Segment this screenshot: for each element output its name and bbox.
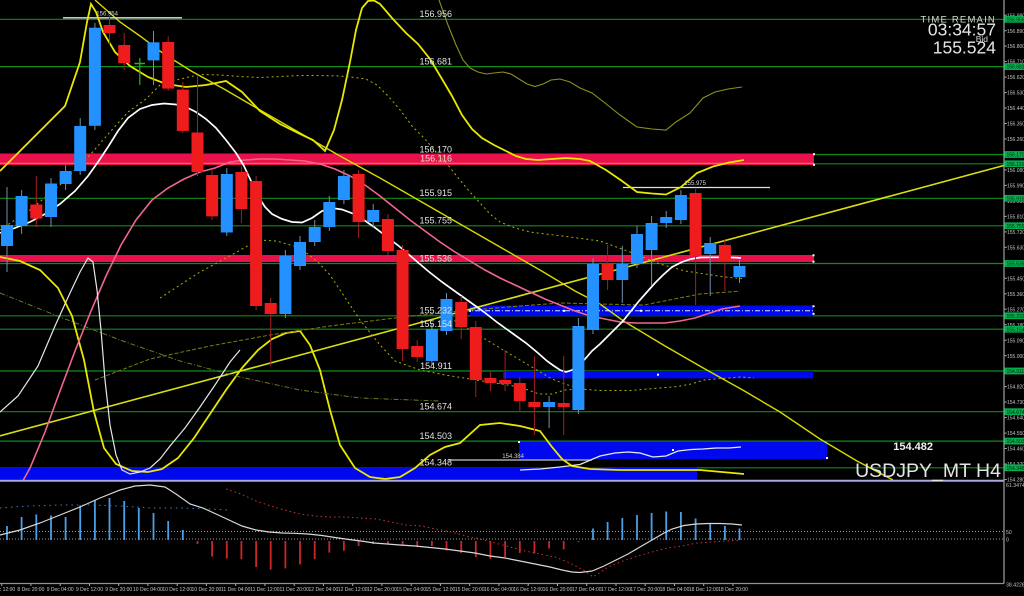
- svg-text:USDJPY_MT H4: USDJPY_MT H4: [855, 460, 1001, 482]
- svg-text:154.348: 154.348: [1007, 466, 1024, 472]
- svg-text:155.270: 155.270: [1007, 307, 1024, 313]
- svg-text:155.450: 155.450: [1007, 276, 1024, 282]
- svg-text:154.384: 154.384: [502, 454, 524, 460]
- svg-text:154.730: 154.730: [1007, 400, 1024, 406]
- svg-text:03:34:57: 03:34:57: [928, 20, 996, 40]
- svg-text:8 Dec 20:00: 8 Dec 20:00: [17, 587, 44, 593]
- svg-text:9 Dec 12:00: 9 Dec 12:00: [76, 587, 103, 593]
- svg-text:156.116: 156.116: [1007, 162, 1024, 168]
- svg-text:155.810: 155.810: [1007, 215, 1024, 221]
- svg-text:155.154: 155.154: [1007, 327, 1024, 333]
- svg-text:16 Dec 20:00: 16 Dec 20:00: [543, 587, 573, 593]
- svg-text:156.620: 156.620: [1007, 75, 1024, 81]
- svg-text:0: 0: [1006, 538, 1009, 544]
- svg-text:155.524: 155.524: [933, 38, 997, 58]
- svg-text:17 Dec 12:00: 17 Dec 12:00: [601, 587, 631, 593]
- svg-text:155.536: 155.536: [419, 253, 452, 263]
- svg-text:155.975: 155.975: [684, 181, 706, 187]
- svg-text:156.080: 156.080: [1007, 168, 1024, 174]
- svg-text:11 Dec 20:00: 11 Dec 20:00: [280, 587, 310, 593]
- svg-text:12 Dec 04:00: 12 Dec 04:00: [309, 587, 339, 593]
- svg-text:154.503: 154.503: [419, 431, 452, 441]
- svg-text:18 Dec 12:00: 18 Dec 12:00: [689, 587, 719, 593]
- svg-text:155.630: 155.630: [1007, 245, 1024, 251]
- svg-text:154.674: 154.674: [419, 402, 452, 412]
- svg-text:154.503: 154.503: [1007, 439, 1024, 445]
- svg-text:TIME REMAIN: TIME REMAIN: [921, 15, 996, 26]
- svg-text:155.536: 155.536: [1007, 262, 1024, 268]
- svg-text:154.280: 154.280: [1007, 478, 1024, 484]
- svg-text:16 Dec 04:00: 16 Dec 04:00: [484, 587, 514, 593]
- svg-text:154.820: 154.820: [1007, 385, 1024, 391]
- svg-text:156.170: 156.170: [419, 144, 452, 154]
- svg-text:16 Dec 12:00: 16 Dec 12:00: [513, 587, 543, 593]
- svg-text:11 Dec 04:00: 11 Dec 04:00: [221, 587, 251, 593]
- svg-text:154.911: 154.911: [1007, 369, 1024, 375]
- svg-text:156.681: 156.681: [1007, 65, 1024, 71]
- svg-text:15 Dec 04:00: 15 Dec 04:00: [396, 587, 426, 593]
- svg-text:155.990: 155.990: [1007, 184, 1024, 190]
- svg-text:9 Dec 04:00: 9 Dec 04:00: [47, 587, 74, 593]
- svg-text:10 Dec 12:00: 10 Dec 12:00: [162, 587, 192, 593]
- svg-text:156.530: 156.530: [1007, 91, 1024, 97]
- svg-text:156.260: 156.260: [1007, 137, 1024, 143]
- svg-text:154.550: 154.550: [1007, 431, 1024, 437]
- svg-text:155.360: 155.360: [1007, 292, 1024, 298]
- svg-text:156.681: 156.681: [419, 56, 452, 66]
- svg-text:154.911: 154.911: [420, 361, 452, 371]
- svg-text:8 Dec 12:00: 8 Dec 12:00: [0, 587, 15, 593]
- svg-text:155.720: 155.720: [1007, 230, 1024, 236]
- svg-text:155.915: 155.915: [419, 188, 452, 198]
- svg-text:156.954: 156.954: [96, 12, 118, 18]
- svg-text:10 Dec 20:00: 10 Dec 20:00: [192, 587, 222, 593]
- svg-text:154.674: 154.674: [1007, 410, 1024, 416]
- svg-text:156.956: 156.956: [1007, 17, 1024, 23]
- svg-text:156.800: 156.800: [1007, 44, 1024, 50]
- svg-text:156.170: 156.170: [1007, 153, 1024, 159]
- svg-text:154.482: 154.482: [893, 441, 933, 453]
- svg-text:156.440: 156.440: [1007, 106, 1024, 112]
- svg-text:38.4228: 38.4228: [1006, 583, 1024, 589]
- svg-text:155.755: 155.755: [1007, 224, 1024, 230]
- svg-text:15 Dec 12:00: 15 Dec 12:00: [426, 587, 456, 593]
- svg-text:10 Dec 04:00: 10 Dec 04:00: [133, 587, 163, 593]
- svg-text:17 Dec 20:00: 17 Dec 20:00: [630, 587, 660, 593]
- svg-text:155.755: 155.755: [419, 216, 452, 226]
- svg-text:155.090: 155.090: [1007, 338, 1024, 344]
- svg-text:155.154: 155.154: [419, 319, 452, 329]
- svg-text:61.3474: 61.3474: [1006, 483, 1024, 489]
- svg-text:156.890: 156.890: [1007, 29, 1024, 35]
- svg-text:11 Dec 12:00: 11 Dec 12:00: [250, 587, 280, 593]
- svg-text:156.956: 156.956: [419, 9, 452, 19]
- svg-text:154.640: 154.640: [1007, 416, 1024, 422]
- svg-text:18 Dec 04:00: 18 Dec 04:00: [660, 587, 690, 593]
- svg-text:156.350: 156.350: [1007, 122, 1024, 128]
- svg-text:154.348: 154.348: [419, 458, 452, 468]
- svg-text:Bid: Bid: [976, 34, 989, 44]
- svg-text:155.232: 155.232: [1007, 314, 1024, 320]
- svg-text:156.710: 156.710: [1007, 60, 1024, 66]
- svg-text:155.232: 155.232: [419, 306, 452, 316]
- svg-text:18 Dec 20:00: 18 Dec 20:00: [718, 587, 748, 593]
- svg-text:12 Dec 20:00: 12 Dec 20:00: [367, 587, 397, 593]
- svg-text:9 Dec 20:00: 9 Dec 20:00: [105, 587, 132, 593]
- svg-text:50: 50: [1006, 530, 1012, 536]
- svg-text:155.900: 155.900: [1007, 199, 1024, 205]
- svg-text:155.000: 155.000: [1007, 354, 1024, 360]
- svg-text:156.116: 156.116: [420, 154, 452, 164]
- svg-text:12 Dec 12:00: 12 Dec 12:00: [338, 587, 368, 593]
- svg-text:155.915: 155.915: [1007, 196, 1024, 202]
- svg-text:17 Dec 04:00: 17 Dec 04:00: [572, 587, 602, 593]
- svg-text:15 Dec 20:00: 15 Dec 20:00: [455, 587, 485, 593]
- svg-text:154.460: 154.460: [1007, 447, 1024, 453]
